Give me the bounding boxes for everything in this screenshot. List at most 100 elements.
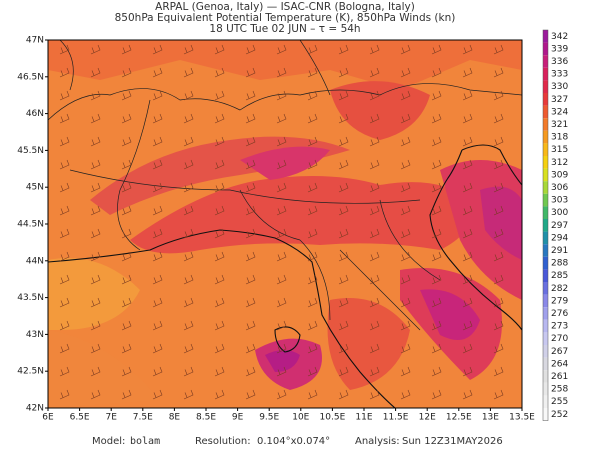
- lon-label: 11E: [355, 413, 372, 423]
- wind-barb: [121, 67, 132, 78]
- wind-barb: [214, 297, 225, 308]
- wind-barb: [307, 205, 318, 216]
- wind-barb: [152, 389, 163, 400]
- wind-barb: [369, 228, 380, 239]
- colorbar-label: 258: [551, 385, 568, 395]
- lon-label: 6E: [42, 413, 54, 423]
- wind-barb: [183, 343, 194, 354]
- footer-label: Model:: [92, 436, 125, 447]
- wind-barb: [59, 113, 70, 124]
- wind-barb: [338, 67, 349, 78]
- lon-label: 9.5E: [259, 413, 279, 423]
- wind-barb: [90, 320, 101, 331]
- wind-barb: [152, 274, 163, 285]
- wind-barb: [59, 159, 70, 170]
- wind-barb: [214, 113, 225, 124]
- wind-barb: [152, 366, 163, 377]
- wind-barb: [121, 182, 132, 193]
- wind-barb: [276, 228, 287, 239]
- wind-barb: [152, 113, 163, 124]
- wind-barb: [462, 205, 473, 216]
- wind-barb: [307, 343, 318, 354]
- colorbar-label: 297: [551, 221, 568, 231]
- wind-barb: [462, 343, 473, 354]
- wind-barb: [152, 159, 163, 170]
- lon-label: 11.5E: [383, 413, 409, 423]
- wind-barbs: [59, 44, 504, 400]
- lon-label: 8.5E: [196, 413, 216, 423]
- wind-barb: [59, 205, 70, 216]
- wind-barb: [121, 205, 132, 216]
- colorbar-swatch: [543, 219, 548, 232]
- wind-barb: [121, 44, 132, 55]
- wind-barb: [493, 251, 504, 262]
- wind-barb: [59, 297, 70, 308]
- wind-barb: [338, 90, 349, 101]
- wind-barb: [493, 113, 504, 124]
- lon-label: 9E: [232, 413, 244, 423]
- lat-label: 45N: [26, 183, 44, 193]
- wind-barb: [338, 159, 349, 170]
- wind-barb: [369, 90, 380, 101]
- wind-barb: [431, 274, 442, 285]
- wind-barb: [462, 182, 473, 193]
- lat-label: 42.5N: [17, 367, 44, 377]
- title-line: 18 UTC Tue 02 JUN – τ = 54h: [209, 23, 360, 35]
- wind-barb: [245, 251, 256, 262]
- lon-label: 7E: [105, 413, 117, 423]
- wind-barb: [152, 44, 163, 55]
- colorbar-label: 336: [551, 57, 568, 67]
- lat-label: 46N: [26, 109, 44, 119]
- lon-label: 13E: [482, 413, 499, 423]
- colorbar-swatch: [543, 156, 548, 169]
- wind-barb: [59, 182, 70, 193]
- wind-barb: [307, 182, 318, 193]
- wind-barb: [152, 67, 163, 78]
- wind-barb: [276, 136, 287, 147]
- wind-barb: [214, 320, 225, 331]
- wind-barb: [183, 228, 194, 239]
- wind-barb: [400, 228, 411, 239]
- wind-barb: [462, 113, 473, 124]
- footer-label: Resolution:: [195, 436, 251, 447]
- wind-barb: [245, 113, 256, 124]
- wind-barb: [276, 343, 287, 354]
- colorbar-label: 285: [551, 271, 568, 281]
- colorbar-swatch: [543, 332, 548, 345]
- wind-barb: [276, 274, 287, 285]
- footer-value: Sun 12Z31MAY2026: [402, 436, 503, 447]
- wind-barb: [121, 320, 132, 331]
- wind-barb: [307, 159, 318, 170]
- wind-barb: [183, 251, 194, 262]
- colorbar-frame: [542, 29, 549, 421]
- wind-barb: [431, 90, 442, 101]
- wind-barb: [90, 205, 101, 216]
- lat-label: 43N: [26, 330, 44, 340]
- wind-barb: [276, 182, 287, 193]
- wind-barb: [400, 159, 411, 170]
- colorbar-swatch: [543, 206, 548, 219]
- wind-barb: [338, 343, 349, 354]
- wind-barb: [90, 44, 101, 55]
- colorbar-swatch: [543, 269, 548, 282]
- wind-barb: [152, 343, 163, 354]
- colorbar-label: 276: [551, 309, 568, 319]
- wind-barb: [152, 251, 163, 262]
- colorbar-label: 273: [551, 322, 568, 332]
- wind-barb: [338, 44, 349, 55]
- lon-label: 8E: [169, 413, 181, 423]
- wind-barb: [152, 136, 163, 147]
- lon-label: 7.5E: [133, 413, 153, 423]
- wind-barb: [276, 159, 287, 170]
- wind-barb: [369, 205, 380, 216]
- footer-value: 0.104°x0.074°: [257, 436, 330, 447]
- wind-barb: [400, 113, 411, 124]
- wind-barb: [493, 274, 504, 285]
- wind-barb: [59, 90, 70, 101]
- colorbar-label: 267: [551, 347, 568, 357]
- lon-label: 12E: [419, 413, 436, 423]
- wind-barb: [431, 343, 442, 354]
- colorbar-swatch: [543, 105, 548, 119]
- lat-label: 47N: [26, 36, 44, 46]
- lon-label: 12.5E: [446, 413, 472, 423]
